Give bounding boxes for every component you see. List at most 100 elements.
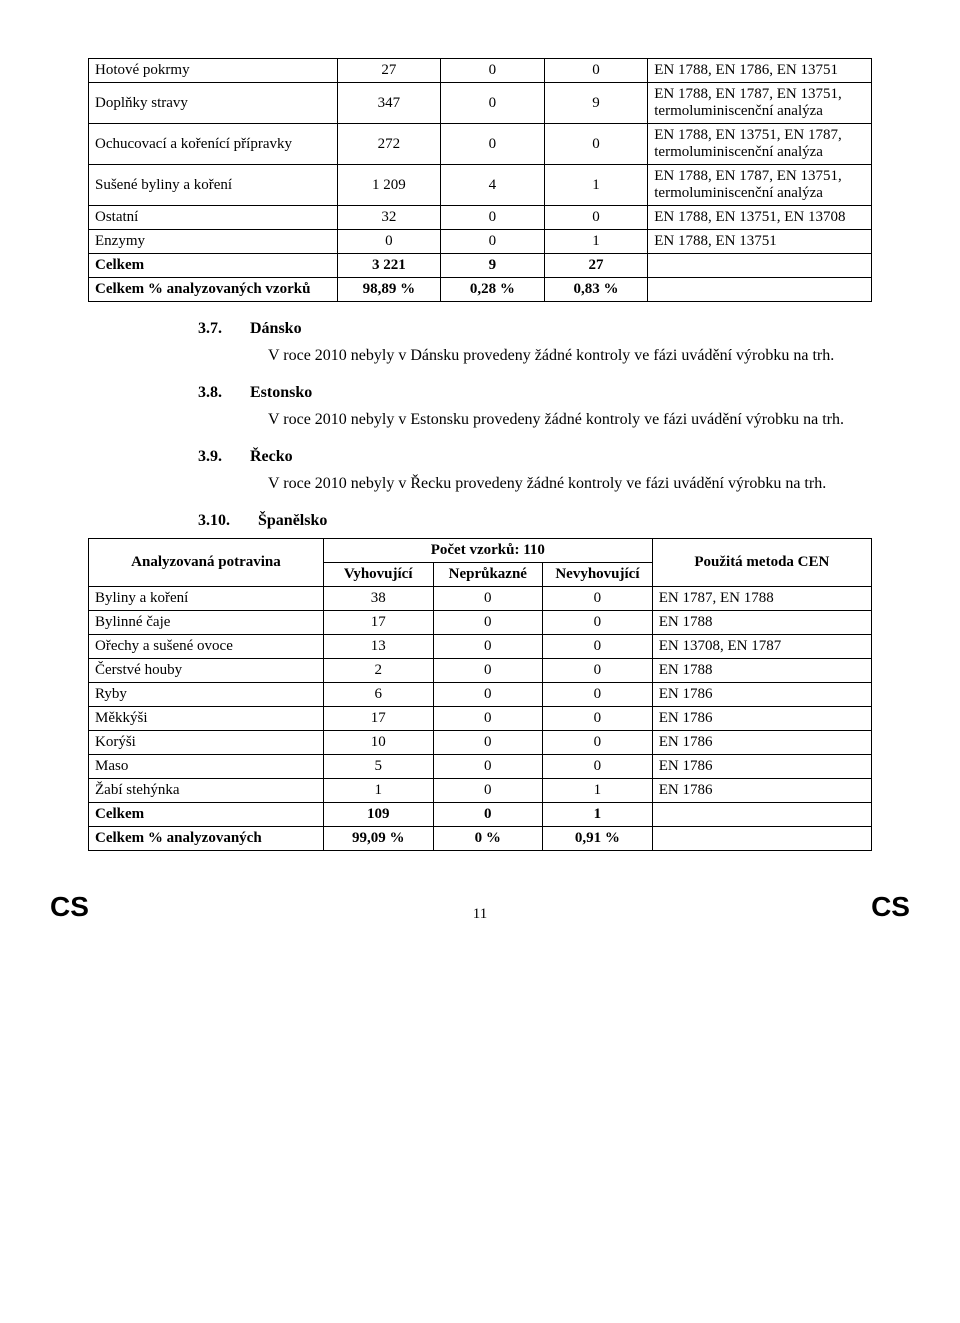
- table-row: Korýši1000EN 1786: [89, 731, 872, 755]
- cell-v2: 0: [433, 803, 543, 827]
- cell-food: Doplňky stravy: [89, 83, 338, 124]
- table-row: Sušené byliny a koření1 20941EN 1788, EN…: [89, 165, 872, 206]
- cell-empty: [652, 827, 871, 851]
- cell-food: Bylinné čaje: [89, 611, 324, 635]
- section-text-3-9: V roce 2010 nebyly v Řecku provedeny žád…: [268, 474, 872, 494]
- section-title: Estonsko: [250, 384, 312, 402]
- cell-food: Korýši: [89, 731, 324, 755]
- cell-food: Byliny a koření: [89, 587, 324, 611]
- cell-v1: 1: [323, 779, 433, 803]
- cell-empty: [648, 254, 872, 278]
- cell-method: EN 1788, EN 1787, EN 13751, termoluminis…: [648, 83, 872, 124]
- table-row-pct: Celkem % analyzovaných vzorků98,89 %0,28…: [89, 278, 872, 302]
- cell-v3: 0: [543, 683, 653, 707]
- cell-v1: 27: [337, 59, 441, 83]
- section-number: 3.7.: [198, 320, 222, 338]
- table-row: Hotové pokrmy2700EN 1788, EN 1786, EN 13…: [89, 59, 872, 83]
- cell-method: EN 1788, EN 13751, EN 13708: [648, 206, 872, 230]
- cell-v3: 1: [543, 803, 653, 827]
- cell-v2: 0: [433, 659, 543, 683]
- cell-method: EN 1787, EN 1788: [652, 587, 871, 611]
- table-row: Doplňky stravy34709EN 1788, EN 1787, EN …: [89, 83, 872, 124]
- cell-v1: 99,09 %: [323, 827, 433, 851]
- table-row: Žabí stehýnka101EN 1786: [89, 779, 872, 803]
- cell-method: EN 1786: [652, 731, 871, 755]
- cell-v1: 347: [337, 83, 441, 124]
- table-analysis-1: Hotové pokrmy2700EN 1788, EN 1786, EN 13…: [88, 58, 872, 302]
- cell-total-label: Celkem: [89, 803, 324, 827]
- cell-v3: 9: [544, 83, 648, 124]
- cell-v1: 17: [323, 611, 433, 635]
- cell-v3: 0: [543, 731, 653, 755]
- cell-pct-label: Celkem % analyzovaných: [89, 827, 324, 851]
- cell-v2: 0: [433, 779, 543, 803]
- section-number: 3.8.: [198, 384, 222, 402]
- cell-method: EN 13708, EN 1787: [652, 635, 871, 659]
- table-row: Ochucovací a kořenící přípravky27200EN 1…: [89, 124, 872, 165]
- cell-v2: 0: [441, 206, 545, 230]
- col-ok: Vyhovující: [323, 563, 433, 587]
- cell-empty: [648, 278, 872, 302]
- cell-food: Žabí stehýnka: [89, 779, 324, 803]
- cell-v3: 0,91 %: [543, 827, 653, 851]
- cell-v2: 0: [433, 587, 543, 611]
- cell-v1: 6: [323, 683, 433, 707]
- cell-method: EN 1788, EN 1787, EN 13751, termoluminis…: [648, 165, 872, 206]
- table-row: Byliny a koření3800EN 1787, EN 1788: [89, 587, 872, 611]
- section-heading-3-7: 3.7. Dánsko: [198, 320, 872, 338]
- cell-food: Ostatní: [89, 206, 338, 230]
- cell-v2: 0 %: [433, 827, 543, 851]
- col-inconclusive: Neprůkazné: [433, 563, 543, 587]
- cell-method: EN 1788, EN 13751, EN 1787, termoluminis…: [648, 124, 872, 165]
- table-row: Měkkýši1700EN 1786: [89, 707, 872, 731]
- section-text-3-7: V roce 2010 nebyly v Dánsku provedeny žá…: [268, 346, 872, 366]
- table-row: Ostatní3200EN 1788, EN 13751, EN 13708: [89, 206, 872, 230]
- cell-method: EN 1786: [652, 683, 871, 707]
- cell-v1: 17: [323, 707, 433, 731]
- cell-v1: 32: [337, 206, 441, 230]
- cell-v3: 0: [543, 635, 653, 659]
- cell-v1: 2: [323, 659, 433, 683]
- cell-v1: 98,89 %: [337, 278, 441, 302]
- cell-v3: 1: [544, 230, 648, 254]
- cell-method: EN 1788, EN 1786, EN 13751: [648, 59, 872, 83]
- cell-food: Čerstvé houby: [89, 659, 324, 683]
- cell-food: Ochucovací a kořenící přípravky: [89, 124, 338, 165]
- page-footer: CS 11 CS: [0, 891, 960, 953]
- cell-v2: 0: [433, 683, 543, 707]
- cell-v3: 0: [544, 124, 648, 165]
- cell-method: EN 1788, EN 13751: [648, 230, 872, 254]
- footer-page-number: 11: [473, 906, 487, 923]
- cell-food: Ryby: [89, 683, 324, 707]
- cell-method: EN 1786: [652, 755, 871, 779]
- cell-v1: 109: [323, 803, 433, 827]
- cell-v2: 0: [441, 83, 545, 124]
- cell-food: Enzymy: [89, 230, 338, 254]
- cell-v2: 0: [433, 731, 543, 755]
- table-row: Maso500EN 1786: [89, 755, 872, 779]
- cell-method: EN 1788: [652, 659, 871, 683]
- cell-v3: 0: [543, 587, 653, 611]
- cell-v2: 0: [433, 755, 543, 779]
- cell-v1: 1 209: [337, 165, 441, 206]
- cell-v2: 0: [433, 611, 543, 635]
- section-text-3-8: V roce 2010 nebyly v Estonsku provedeny …: [268, 410, 872, 430]
- cell-v2: 9: [441, 254, 545, 278]
- cell-v3: 1: [544, 165, 648, 206]
- footer-cs-right: CS: [871, 891, 910, 923]
- cell-v2: 0: [441, 124, 545, 165]
- cell-v3: 0: [544, 206, 648, 230]
- cell-v3: 0,83 %: [544, 278, 648, 302]
- cell-v1: 13: [323, 635, 433, 659]
- cell-v3: 0: [543, 707, 653, 731]
- col-fail: Nevyhovující: [543, 563, 653, 587]
- cell-v2: 0: [441, 230, 545, 254]
- cell-v2: 0: [433, 707, 543, 731]
- cell-v2: 0: [441, 59, 545, 83]
- cell-v1: 10: [323, 731, 433, 755]
- cell-food: Hotové pokrmy: [89, 59, 338, 83]
- section-number: 3.9.: [198, 448, 222, 466]
- table-row: Ryby600EN 1786: [89, 683, 872, 707]
- cell-v1: 3 221: [337, 254, 441, 278]
- cell-v3: 0: [543, 611, 653, 635]
